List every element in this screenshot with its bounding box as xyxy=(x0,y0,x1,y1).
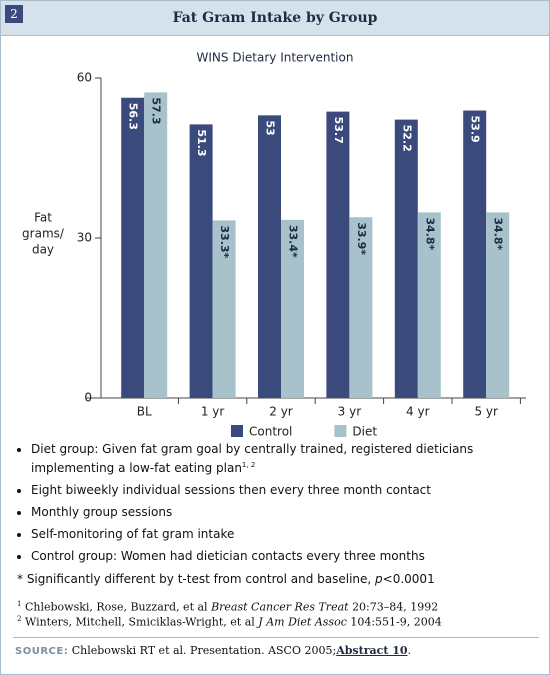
bar xyxy=(349,217,373,398)
y-axis-label: Fat xyxy=(34,211,52,225)
reference-number: 2 xyxy=(17,615,22,623)
value-label: 56.3 xyxy=(127,103,140,130)
bullet-list: Diet group: Given fat gram goal by centr… xyxy=(1,441,521,570)
x-tick-label: BL xyxy=(137,405,152,419)
value-label: 33.9* xyxy=(355,222,368,255)
bullet-note: 1, 2 xyxy=(241,461,256,469)
bar xyxy=(326,111,350,398)
source-link[interactable]: Abstract 10 xyxy=(336,644,408,657)
value-label: 52.2 xyxy=(400,125,413,152)
footnote-italic: p xyxy=(375,572,383,586)
bullet: Eight biweekly individual sessions then … xyxy=(31,482,521,498)
bullet: Diet group: Given fat gram goal by centr… xyxy=(31,441,521,476)
y-tick-label: 0 xyxy=(84,391,92,405)
value-label: 57.3 xyxy=(150,97,163,124)
chart-title: Fat Gram Intake by Group xyxy=(172,10,378,26)
bar xyxy=(463,110,487,399)
header: 2 Fat Gram Intake by Group xyxy=(1,1,549,36)
y-axis-label: grams/ xyxy=(22,227,65,241)
bullet: Monthly group sessions xyxy=(31,504,521,520)
bullet-text: Control group: Women had dietician conta… xyxy=(31,549,425,563)
source-label: SOURCE: xyxy=(15,646,69,657)
bar xyxy=(258,115,281,398)
bullet-text: Self-monitoring of fat gram intake xyxy=(31,527,235,541)
source-end: . xyxy=(407,644,412,657)
bar xyxy=(144,92,168,399)
y-axis-label: day xyxy=(32,243,54,257)
bar xyxy=(212,220,236,398)
value-label: 53 xyxy=(264,120,277,135)
value-label: 34.8* xyxy=(423,217,436,250)
reference: 2 Winters, Mitchell, Smiciklas-Wright, e… xyxy=(17,615,442,629)
chart-subtitle: WINS Dietary Intervention xyxy=(197,51,354,65)
bar xyxy=(121,97,145,398)
x-tick-label: 1 yr xyxy=(201,405,225,419)
value-label: 53.7 xyxy=(332,117,345,144)
value-label: 33.3* xyxy=(218,225,231,258)
value-label: 53.9 xyxy=(469,116,482,143)
reference-authors: Chlebowski, Rose, Buzzard, et al xyxy=(24,600,208,614)
reference-journal: J Am Diet Assoc xyxy=(258,615,347,629)
bar xyxy=(486,212,510,398)
value-label: 33.4* xyxy=(287,225,300,258)
footnote-end: <0.0001 xyxy=(382,572,435,586)
bullet: Self-monitoring of fat gram intake xyxy=(31,526,521,542)
bullet: Control group: Women had dietician conta… xyxy=(31,548,521,564)
source-text: Chlebowski RT et al. Presentation. ASCO … xyxy=(71,644,337,657)
reference-citation: 104:551-9, 2004 xyxy=(350,615,442,629)
bar xyxy=(189,124,213,399)
reference-authors: Winters, Mitchell, Smiciklas-Wright, et … xyxy=(24,615,255,629)
reference: 1 Chlebowski, Rose, Buzzard, et al Breas… xyxy=(17,600,438,614)
bar xyxy=(281,219,304,398)
reference-journal: Breast Cancer Res Treat xyxy=(211,600,349,614)
reference-citation: 20:73–84, 1992 xyxy=(352,600,439,614)
x-tick-label: 5 yr xyxy=(474,405,498,419)
x-tick-label: 2 yr xyxy=(269,405,293,419)
reference-number: 1 xyxy=(17,600,22,608)
chart: WINS Dietary Intervention 0 30 60 Fat grams/… xyxy=(22,51,526,439)
bar xyxy=(394,119,418,398)
legend-label: Diet xyxy=(352,425,377,439)
footnote-text: * Significantly different by t-test from… xyxy=(17,572,376,586)
legend-swatch xyxy=(334,425,347,437)
source: SOURCE: Chlebowski RT et al. Presentatio… xyxy=(15,644,411,657)
bar xyxy=(417,212,441,398)
legend-label: Control xyxy=(249,425,292,439)
x-tick-label: 4 yr xyxy=(406,405,430,419)
y-tick-label: 30 xyxy=(77,231,92,245)
bullet-text: Diet group: Given fat gram goal by centr… xyxy=(31,442,474,475)
legend-swatch xyxy=(231,425,243,437)
value-label: 34.8* xyxy=(492,217,505,250)
x-tick-label: 3 yr xyxy=(338,405,362,419)
bullet-text: Eight biweekly individual sessions then … xyxy=(31,483,431,497)
value-label: 51.3 xyxy=(195,129,208,156)
rule xyxy=(13,637,539,638)
figure-number: 2 xyxy=(5,5,23,23)
y-tick-label: 60 xyxy=(77,71,92,85)
bullet-text: Monthly group sessions xyxy=(31,505,173,519)
footnote: * Significantly different by t-test from… xyxy=(17,572,435,586)
